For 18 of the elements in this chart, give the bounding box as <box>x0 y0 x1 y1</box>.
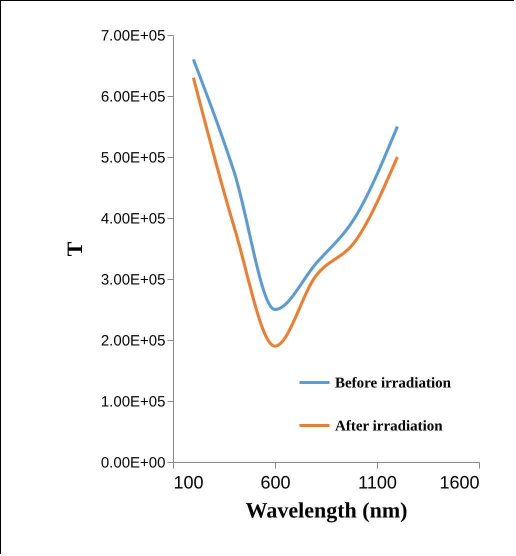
legend-label: Before irradiation <box>335 376 452 392</box>
line-series <box>192 58 399 311</box>
y-tick-label: 5.00E+05 <box>100 150 166 166</box>
y-tick-label: 7.00E+05 <box>100 28 166 44</box>
y-tick-label: 0.00E+00 <box>100 454 166 472</box>
y-tick-label: 4.00E+05 <box>100 210 166 228</box>
y-tick-label: 1.00E+05 <box>100 394 166 410</box>
x-tick-label: 600 <box>260 472 291 492</box>
x-tick-label: 100 <box>174 472 204 492</box>
x-tick-label: 1600 <box>439 472 480 492</box>
legend-label: After irradiation <box>335 418 444 434</box>
x-tick-label: 1100 <box>358 472 397 492</box>
line-series <box>192 76 399 348</box>
y-tick-label: 3.00E+05 <box>100 272 166 288</box>
y-axis-title: T <box>62 241 87 256</box>
y-tick-label: 6.00E+05 <box>100 88 166 106</box>
x-axis-title: Wavelength (nm) <box>246 498 408 522</box>
y-tick-label: 2.00E+05 <box>100 332 166 350</box>
